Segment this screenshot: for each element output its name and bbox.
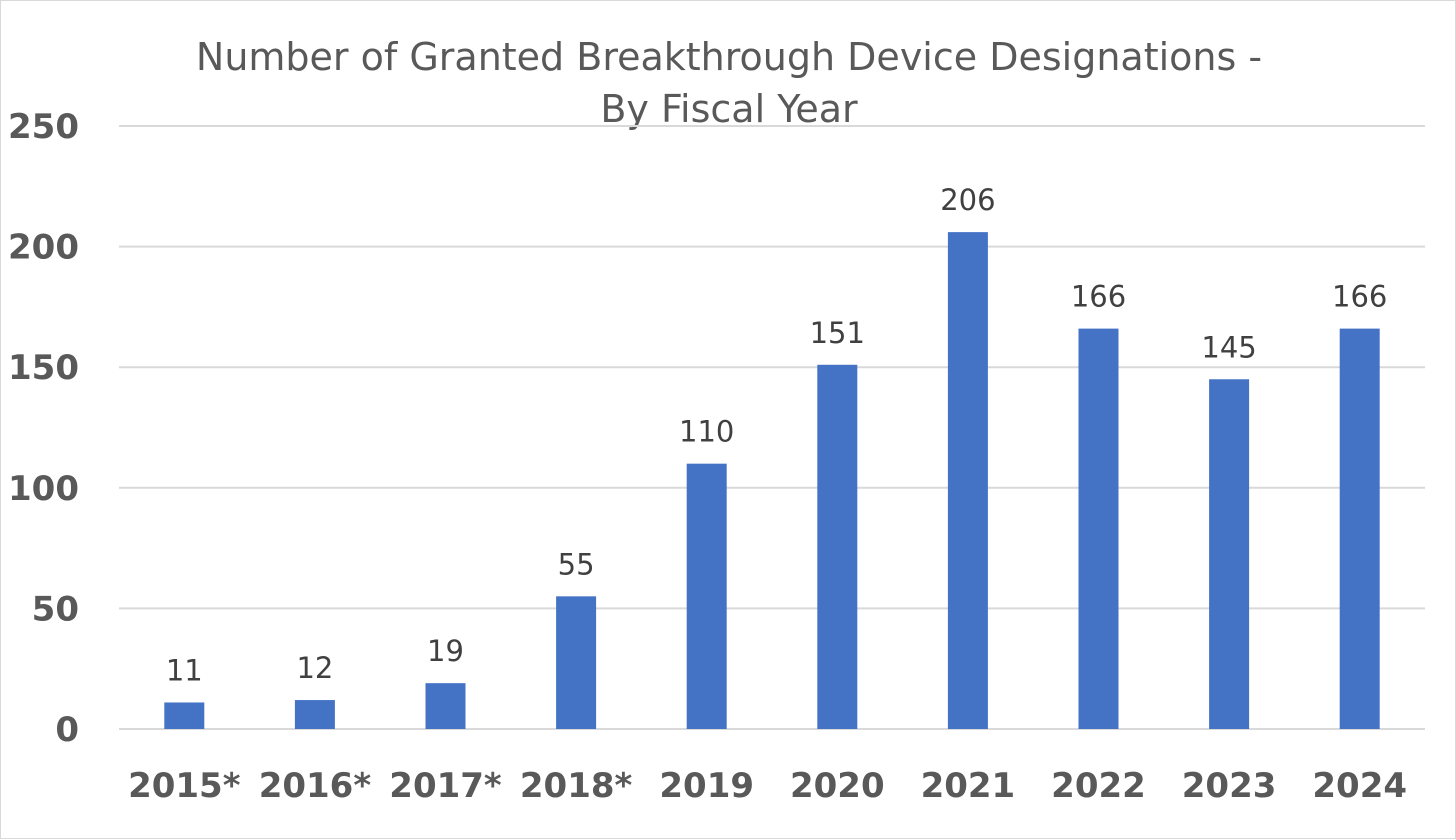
bar	[947, 232, 988, 730]
x-tick-label: 2021	[921, 766, 1016, 806]
x-tick-label: 2023	[1182, 766, 1277, 806]
x-tick-label: 2019	[659, 766, 754, 806]
data-label: 145	[1201, 330, 1256, 364]
y-tick-label: 0	[55, 710, 79, 750]
x-tick-label: 2016*	[259, 766, 372, 806]
bar	[556, 596, 597, 729]
x-tick-label: 2015*	[128, 766, 241, 806]
y-tick-label: 100	[8, 469, 79, 509]
y-tick-label: 150	[8, 348, 79, 388]
bar	[817, 364, 858, 729]
data-label: 110	[679, 415, 734, 449]
x-tick-label: 2017*	[389, 766, 502, 806]
data-label: 166	[1071, 280, 1126, 314]
bar	[1209, 379, 1250, 729]
y-tick-label: 200	[8, 228, 79, 268]
chart-title-line-1: Number of Granted Breakthrough Device De…	[195, 35, 1263, 79]
data-label: 206	[940, 183, 995, 217]
data-label: 166	[1332, 280, 1387, 314]
data-label: 19	[427, 634, 464, 668]
bar	[686, 463, 727, 729]
data-label: 55	[558, 547, 595, 581]
data-label: 151	[810, 316, 865, 350]
bar	[1339, 328, 1380, 729]
x-tick-label: 2022	[1051, 766, 1146, 806]
x-tick-label: 2018*	[520, 766, 633, 806]
chart-title-line-2: By Fiscal Year	[600, 87, 858, 131]
y-tick-label: 250	[8, 107, 79, 147]
bar	[164, 702, 205, 729]
data-label: 11	[166, 653, 203, 687]
x-tick-label: 2024	[1312, 766, 1407, 806]
data-label: 12	[296, 651, 333, 685]
bar	[425, 683, 466, 729]
bar	[1078, 328, 1119, 729]
chart-title: Number of Granted Breakthrough Device De…	[1, 31, 1456, 135]
x-tick-label: 2020	[790, 766, 885, 806]
bar	[294, 700, 335, 729]
y-tick-label: 50	[32, 589, 79, 629]
